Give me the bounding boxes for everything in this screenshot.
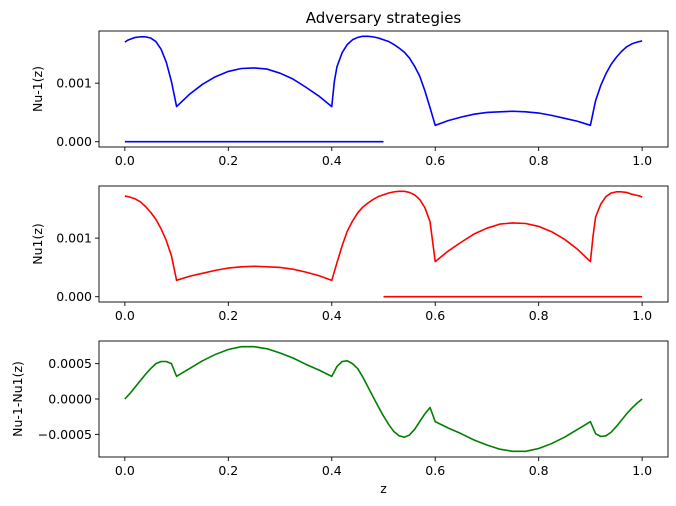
- x-tick-label: 0.6: [425, 463, 445, 478]
- series-line-0: [124, 35, 643, 127]
- x-tick-label: 0.4: [322, 153, 342, 168]
- y-tick-label: −0.0005: [38, 427, 92, 442]
- x-tick-label: 0.6: [425, 153, 445, 168]
- x-tick-label: 0.2: [218, 308, 238, 323]
- chart-nu-minus-1: 0.0 0.2 0.4 0.6 0.8 1.0 0.000 0.001 Nu-1(z) Adver…: [30, 9, 669, 168]
- x-tick-label: 0.0: [115, 153, 135, 168]
- x-tick-label: 0.0: [115, 308, 135, 323]
- y-axis-label: Nu-1-Nu1(z): [10, 361, 25, 437]
- y-tick-label: 0.001: [56, 231, 92, 246]
- x-tick-label: 1.0: [632, 463, 652, 478]
- plot-frame: [98, 340, 669, 458]
- y-tick-label: 0.000: [56, 289, 92, 304]
- x-tick-label: 0.8: [529, 153, 549, 168]
- x-tick-label: 0.4: [322, 308, 342, 323]
- y-axis-label: Nu1(z): [30, 223, 45, 265]
- y-tick-label: 0.0005: [48, 356, 92, 371]
- x-tick-label: 0.2: [218, 463, 238, 478]
- x-tick-label: 1.0: [632, 308, 652, 323]
- chart-nu-difference: 0.0 0.2 0.4 0.6 0.8 1.0 0.0005 0.0000 −0.0005 Nu-…: [10, 340, 669, 496]
- plot-frame: [98, 185, 669, 303]
- x-tick-label: 0.4: [322, 463, 342, 478]
- y-tick-label: 0.001: [56, 76, 92, 91]
- x-axis-label: z: [380, 481, 387, 496]
- chart-nu-1: 0.0 0.2 0.4 0.6 0.8 1.0 0.000 0.001 Nu1(z): [30, 185, 669, 323]
- x-tick-label: 0.8: [529, 463, 549, 478]
- series-line-0: [124, 190, 643, 282]
- y-axis-label: Nu-1(z): [30, 66, 45, 112]
- x-tick-label: 0.2: [218, 153, 238, 168]
- plot-frame: [98, 30, 669, 148]
- chart-title: Adversary strategies: [306, 9, 462, 27]
- x-tick-label: 0.0: [115, 463, 135, 478]
- x-tick-label: 1.0: [632, 153, 652, 168]
- x-tick-label: 0.8: [529, 308, 549, 323]
- y-tick-label: 0.000: [56, 134, 92, 149]
- x-tick-label: 0.6: [425, 308, 445, 323]
- y-tick-label: 0.0000: [48, 392, 92, 407]
- series-line-0: [124, 345, 643, 453]
